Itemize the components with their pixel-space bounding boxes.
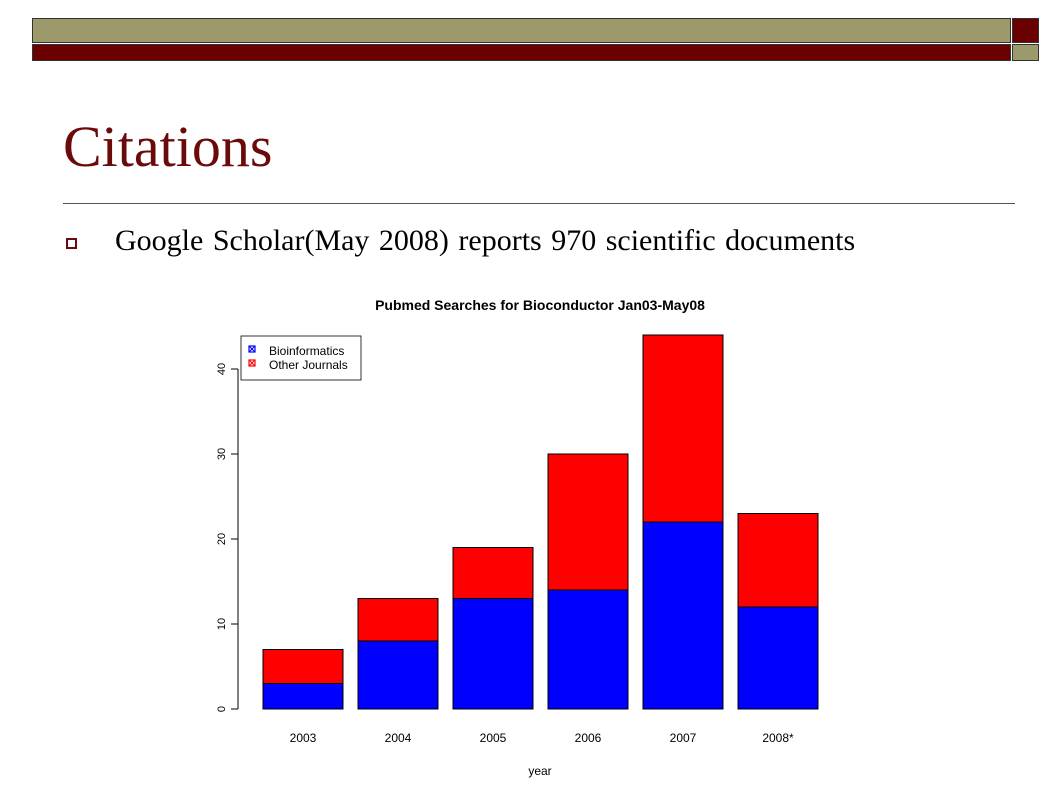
y-tick-label-10: 10 — [216, 618, 228, 630]
legend-marker-cross-b-bioinformatics — [248, 345, 256, 353]
bullet-text: Google Scholar(May 2008) reports 970 sci… — [115, 224, 856, 257]
chart-title: Pubmed Searches for Bioconductor Jan03-M… — [375, 297, 705, 313]
title-divider — [63, 203, 1015, 204]
y-tick-label-40: 40 — [216, 363, 228, 375]
x-tick-label-2006: 2006 — [575, 731, 602, 745]
bar-bioinformatics-2006 — [547, 589, 629, 710]
bullet-item: Google Scholar(May 2008) reports 970 sci… — [66, 224, 855, 258]
bar-bioinformatics-2007 — [642, 521, 724, 710]
y-axis: 0 10 20 30 40 — [216, 363, 239, 712]
bar-other-journals-2006 — [547, 453, 629, 591]
legend-label-other-journals: Other Journals — [269, 358, 348, 372]
bar-other-journals-2008 — [737, 513, 819, 608]
x-tick-label-2003: 2003 — [290, 731, 317, 745]
bar-bioinformatics-2005 — [452, 598, 534, 710]
x-axis-label: year — [528, 764, 551, 778]
y-tick-label-0: 0 — [216, 706, 228, 712]
plot-area — [262, 334, 819, 710]
bar-bioinformatics-2004 — [357, 640, 439, 710]
y-tick-label-20: 20 — [216, 533, 228, 545]
legend-marker-other-journals — [248, 359, 256, 367]
stacked-bar-chart: Pubmed Searches for Bioconductor Jan03-M… — [216, 297, 819, 778]
legend-marker-cross-b-other-journals — [248, 359, 256, 367]
header-bar-top — [32, 18, 1011, 43]
bar-bioinformatics-2008 — [737, 606, 819, 710]
header-square-bottom — [1012, 44, 1039, 61]
bar-other-journals-2003 — [262, 649, 344, 684]
legend-label-bioinformatics: Bioinformatics — [269, 344, 344, 358]
bar-other-journals-2007 — [642, 334, 724, 523]
slide-title: Citations — [63, 114, 273, 179]
x-tick-label-2008: 2008* — [762, 731, 794, 745]
bar-other-journals-2004 — [357, 598, 439, 642]
bar-other-journals-2005 — [452, 547, 534, 599]
x-axis-tick-labels: 2003 2004 2005 2006 2007 2008* — [290, 731, 794, 745]
header-square-top — [1012, 18, 1039, 43]
header-bar — [32, 18, 1039, 61]
legend-box — [240, 335, 362, 381]
square-bullet-icon — [66, 237, 77, 249]
legend-marker-bioinformatics — [248, 345, 256, 353]
x-tick-label-2007: 2007 — [670, 731, 697, 745]
x-tick-label-2005: 2005 — [480, 731, 507, 745]
x-tick-label-2004: 2004 — [385, 731, 412, 745]
y-tick-label-30: 30 — [216, 448, 228, 460]
bar-bioinformatics-2003 — [262, 683, 344, 710]
header-bar-bottom — [32, 44, 1011, 61]
